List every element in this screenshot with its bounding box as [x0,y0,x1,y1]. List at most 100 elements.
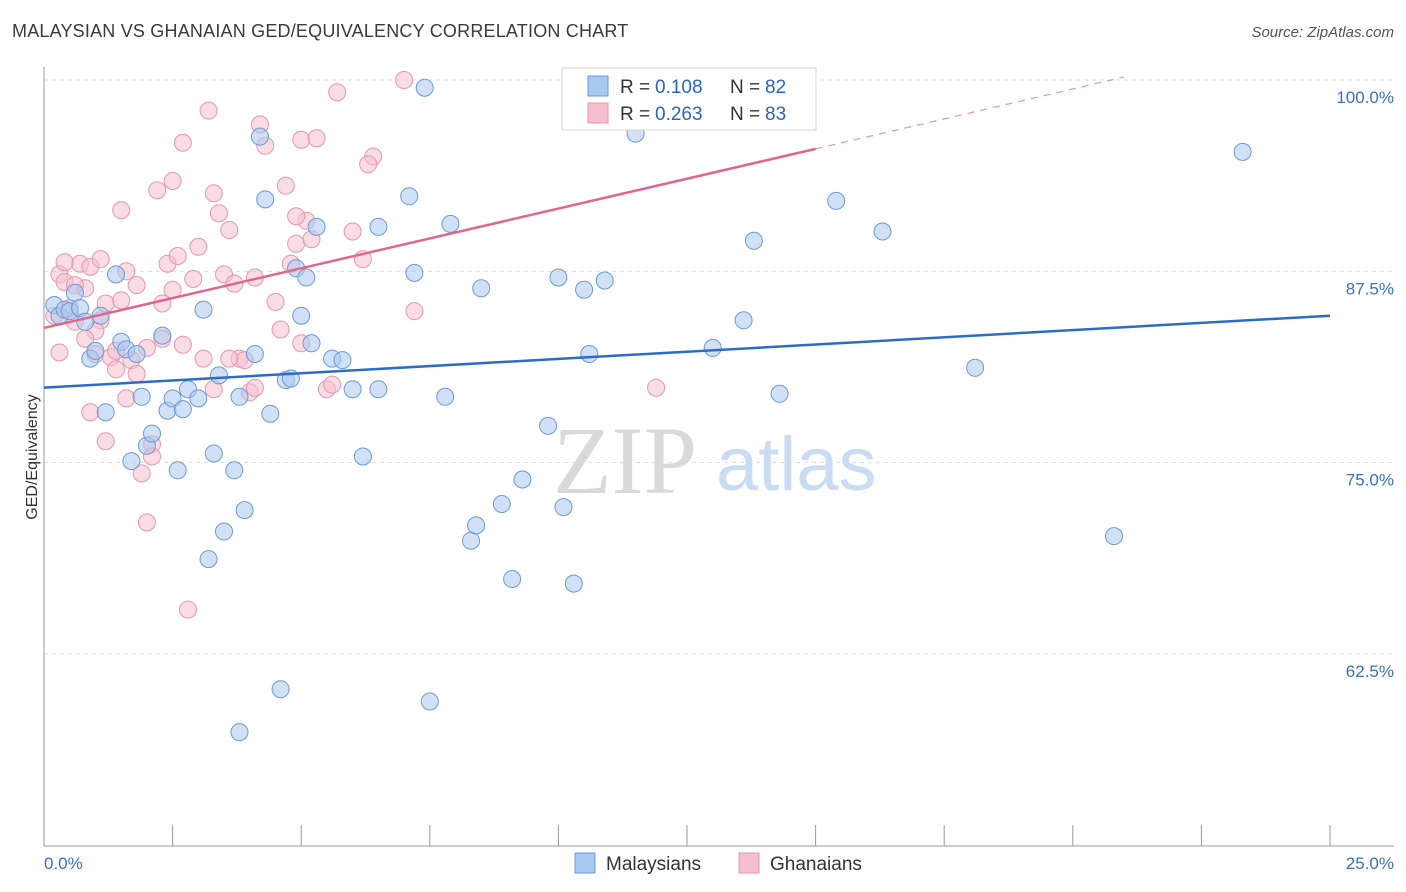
ghanaians-point-13 [112,201,131,220]
malaysians-point-45 [307,217,326,236]
malaysians-point-50 [369,217,388,236]
trend-line-ghanaians [43,147,816,330]
legend-r-value-1: 0.108 [655,77,703,98]
ghanaians-point-31 [204,184,223,203]
ghanaians-point-58 [107,360,125,379]
ghanaians-point-30 [199,101,218,120]
ghanaians-point-78 [220,349,239,368]
y-tick-label-1: 75.0% [1346,471,1394,490]
ghanaians-point-66 [323,375,342,394]
legend-r-label-1: R = [620,77,650,98]
malaysians-point-60 [472,279,491,298]
ghanaians-point-20 [148,181,167,200]
ghanaians-point-51 [328,83,347,102]
malaysians-point-75 [770,384,789,403]
legend-n-label-2: N = [730,104,760,125]
malaysians-point-69 [580,345,599,363]
malaysians-point-32 [230,387,249,406]
bottom-legend-swatch-ghanaians [738,852,760,874]
malaysians-point-74 [744,231,763,250]
malaysians-point-26 [194,300,213,319]
malaysians-point-62 [503,570,522,588]
malaysians-point-53 [400,187,419,206]
series-ghanaians-points [45,71,666,619]
legend-swatch-ghanaians [587,102,609,124]
malaysians-point-80 [1233,142,1252,161]
malaysians-point-29 [209,366,228,385]
malaysians-point-42 [292,306,311,325]
malaysians-point-61 [492,495,511,513]
malaysians-point-18 [143,424,161,443]
ghanaians-point-72 [127,276,146,295]
malaysians-point-76 [827,191,846,210]
legend-n-value-1: 82 [765,77,786,98]
ghanaians-point-43 [276,176,295,195]
ghanaians-point-70 [96,432,115,451]
malaysians-point-34 [245,345,264,363]
malaysians-point-64 [539,416,558,435]
ghanaians-point-55 [395,71,414,89]
watermark-zip: ZIP [553,407,697,514]
malaysians-point-72 [703,338,722,357]
y-tick-label-0: 62.5% [1346,662,1394,681]
malaysians-point-28 [204,444,223,463]
ghanaians-point-23 [163,172,182,190]
malaysians-point-10 [96,403,115,422]
x-tick-label-start: 0.0% [44,854,83,873]
ghanaians-point-45 [287,234,306,253]
ghanaians-point-56 [405,302,424,321]
ghanaians-point-76 [50,343,69,362]
chart-title: MALAYSIAN VS GHANAIAN GED/EQUIVALENCY CO… [12,21,629,41]
ghanaians-point-26 [179,600,197,619]
bottom-legend: Malaysians Ghanaians [574,852,862,875]
ghanaians-point-61 [173,335,192,354]
ghanaians-point-29 [194,349,213,368]
ghanaians-point-24 [168,247,187,265]
ghanaians-point-75 [55,253,74,272]
ghanaians-point-63 [245,378,264,397]
malaysians-point-38 [271,680,290,699]
y-axis-label: GED/Equivalency [24,394,41,519]
malaysians-point-11 [107,265,125,284]
ghanaians-point-64 [271,320,290,339]
malaysians-point-47 [333,351,352,370]
malaysians-point-31 [225,461,244,480]
malaysians-point-43 [297,268,316,287]
bottom-legend-label-malaysians: Malaysians [606,854,701,875]
malaysians-point-48 [343,380,362,399]
source-label: Source: ZipAtlas.com [1251,24,1394,41]
malaysians-point-63 [513,470,532,489]
legend-r-label-2: R = [620,104,650,125]
ghanaians-point-27 [184,270,203,288]
legend-swatch-malaysians [587,75,609,97]
malaysians-point-55 [420,692,439,711]
malaysians-point-8 [86,341,105,360]
ghanaians-point-16 [127,364,146,383]
legend-n-value-2: 83 [765,104,786,125]
x-tick-label-end: 25.0% [1346,854,1394,873]
malaysians-point-56 [436,387,455,406]
ghanaians-point-77 [112,291,131,310]
legend-n-label-1: N = [730,77,760,98]
malaysians-point-65 [549,268,568,287]
malaysians-point-67 [564,574,583,593]
legend-r-value-2: 0.263 [655,104,703,125]
x-axis-ticks [43,825,1331,846]
watermark-atlas: atlas [716,422,877,507]
y-tick-label-3: 100.0% [1336,88,1394,107]
malaysians-point-15 [127,345,146,363]
ghanaians-point-18 [137,513,156,532]
malaysians-point-35 [251,127,269,146]
malaysians-point-81 [230,723,249,742]
malaysians-point-78 [966,358,985,377]
malaysians-point-33 [235,501,254,520]
bottom-legend-label-ghanaians: Ghanaians [770,854,862,875]
malaysians-point-22 [168,461,187,480]
malaysians-point-37 [261,404,280,423]
malaysians-point-23 [173,400,192,419]
malaysians-point-77 [873,222,892,241]
malaysians-point-27 [199,550,218,569]
malaysians-point-25 [189,389,208,408]
trend-line-ghanaians-extension [815,76,1125,150]
